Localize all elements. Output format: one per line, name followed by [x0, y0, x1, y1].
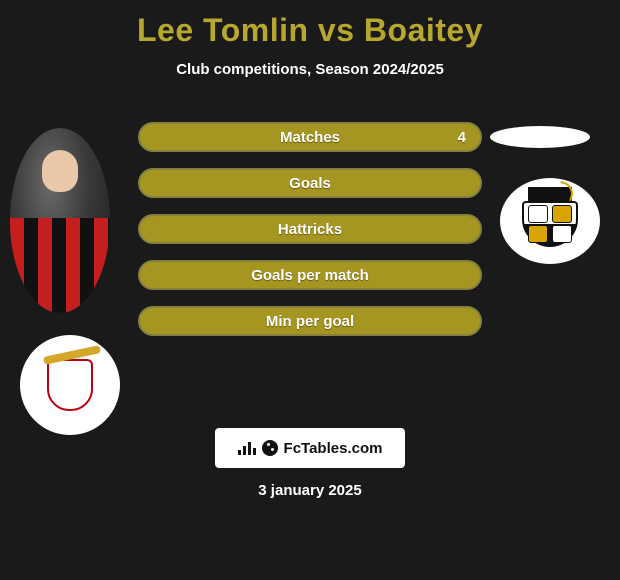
shield-icon — [47, 359, 93, 411]
stat-row-min-per-goal: Min per goal — [138, 306, 482, 336]
stat-label: Goals per match — [140, 262, 480, 288]
stat-label: Min per goal — [140, 308, 480, 334]
top-right-ellipse — [490, 126, 590, 148]
branding-text: FcTables.com — [284, 440, 383, 457]
stat-row-hattricks: Hattricks — [138, 214, 482, 244]
page-title: Lee Tomlin vs Boaitey — [0, 0, 620, 49]
subtitle: Club competitions, Season 2024/2025 — [0, 61, 620, 78]
stat-label: Matches — [140, 124, 480, 150]
player-jersey — [10, 218, 110, 313]
player-head — [42, 150, 78, 192]
stat-label: Goals — [140, 170, 480, 196]
stat-row-matches: Matches 4 — [138, 122, 482, 152]
stats-container: Matches 4 Goals Hattricks Goals per matc… — [138, 122, 482, 352]
stat-label: Hattricks — [140, 216, 480, 242]
stat-row-goals-per-match: Goals per match — [138, 260, 482, 290]
stat-row-goals: Goals — [138, 168, 482, 198]
ball-icon — [262, 440, 278, 456]
player-photo-left — [10, 128, 110, 313]
branding-badge: FcTables.com — [215, 428, 405, 468]
bars-icon — [238, 441, 256, 455]
stat-value: 4 — [458, 124, 466, 150]
club-badge-left — [20, 335, 120, 435]
club-badge-right — [500, 178, 600, 264]
crest-icon — [516, 187, 584, 255]
date-text: 3 january 2025 — [0, 482, 620, 499]
